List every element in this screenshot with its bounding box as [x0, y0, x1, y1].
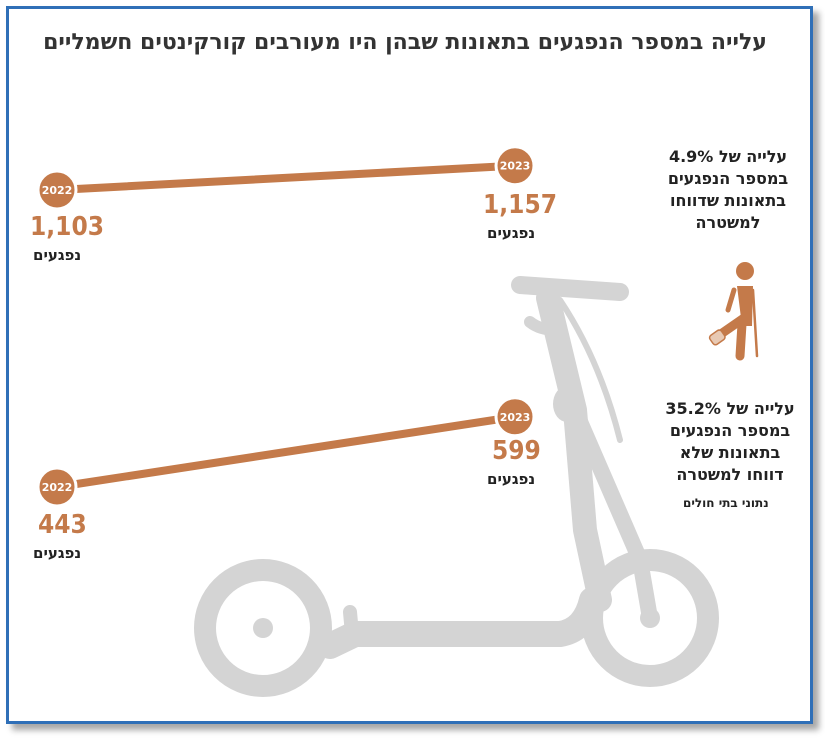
series2-unit-2023: נפגעים: [487, 470, 536, 488]
series2-annotation-line: עלייה של 35.2%: [665, 399, 795, 418]
series2-point-2023: 2023: [494, 396, 536, 438]
series2-value-2022: 443: [38, 510, 87, 540]
year-marker: [36, 169, 78, 211]
electric-scooter-icon: [194, 276, 719, 697]
chart-title: עלייה במספר הנפגעים בתאונות שבהן היו מעו…: [43, 30, 767, 55]
series1-value-2022: 1,103: [30, 212, 104, 242]
series1-annotation-line: למשטרה: [695, 213, 761, 232]
series1-annotation-line: במספר הנפגעים: [667, 169, 789, 188]
year-label: 2023: [500, 411, 531, 424]
year-label: 2023: [500, 160, 531, 173]
year-label: 2022: [42, 481, 73, 494]
year-marker: [494, 145, 536, 187]
series2-annotation: עלייה של 35.2% במספר הנפגעים בתאונות שלא…: [655, 398, 805, 486]
year-marker: [494, 396, 536, 438]
series1-unit-2022: נפגעים: [33, 246, 82, 264]
series1-annotation-line: עלייה של 4.9%: [668, 147, 788, 166]
series2-annotation-line: דווחו למשטרה: [676, 465, 784, 484]
series2-unit-2022: נפגעים: [33, 544, 82, 562]
series1-value-2023: 1,157: [483, 190, 557, 220]
series1-unit-2023: נפגעים: [487, 224, 536, 242]
series2-point-2022: 2022: [36, 466, 78, 508]
series1-annotation: עלייה של 4.9% במספר הנפגעים בתאונות שדוו…: [658, 146, 798, 234]
data-source-note: נתוני בתי חולים: [683, 496, 769, 510]
series2-annotation-line: בתאונות שלא: [679, 443, 781, 462]
series2-annotation-line: במספר הנפגעים: [669, 421, 791, 440]
series2-value-2023: 599: [492, 436, 541, 466]
year-marker: [36, 466, 78, 508]
infographic-frame: [6, 6, 813, 724]
series1-line: [53, 161, 519, 194]
series1-point-2023: 2023: [494, 145, 536, 187]
year-label: 2022: [42, 184, 73, 197]
series1-point-2022: 2022: [36, 169, 78, 211]
injured-person-icon: [708, 262, 759, 361]
series1-annotation-line: בתאונות שדווחו: [669, 191, 787, 210]
series2-line: [53, 412, 519, 491]
